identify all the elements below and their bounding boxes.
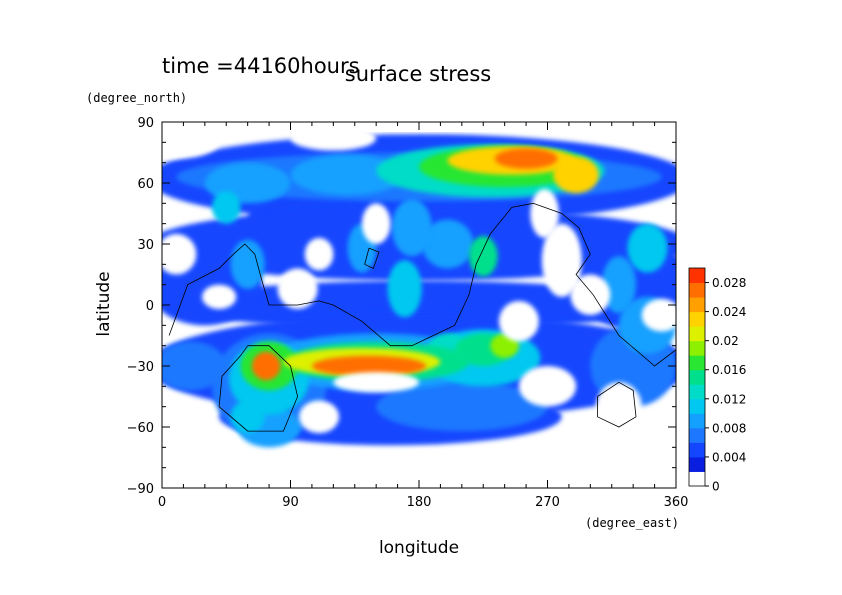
stress-blob bbox=[601, 256, 637, 314]
stress-blob bbox=[290, 154, 405, 196]
stress-blob bbox=[162, 341, 227, 391]
y-axis: 90 60 30 0 −30 −60 −90 bbox=[127, 116, 676, 497]
coastline bbox=[364, 247, 380, 269]
colorbar-tick-label: 0.028 bbox=[712, 276, 746, 290]
low-stress-gap bbox=[596, 382, 642, 432]
low-stress-gap bbox=[626, 126, 676, 151]
colorbar-swatch bbox=[689, 282, 705, 298]
colorbar-swatch bbox=[689, 384, 705, 400]
x-tick-label: 360 bbox=[664, 495, 689, 510]
low-stress-gap bbox=[518, 366, 577, 407]
colorbar-swatch bbox=[689, 398, 705, 414]
colorbar-swatch bbox=[689, 340, 705, 356]
low-stress-gap bbox=[299, 400, 340, 434]
coastline bbox=[597, 381, 637, 428]
y-tick-label: −30 bbox=[127, 360, 154, 375]
low-stress-gap bbox=[530, 189, 559, 238]
colorbar-tick-label: 0 bbox=[712, 480, 720, 494]
low-stress-gap bbox=[162, 233, 197, 275]
stress-blob bbox=[469, 235, 498, 277]
coastline bbox=[168, 202, 676, 367]
colorbar-swatch bbox=[689, 369, 705, 385]
stress-blob bbox=[376, 382, 548, 432]
stress-blob bbox=[387, 260, 422, 318]
stress-blob bbox=[421, 219, 474, 269]
colorbar-swatch bbox=[689, 355, 705, 371]
coastline bbox=[218, 345, 299, 432]
colorbar-swatch bbox=[689, 326, 705, 342]
y-tick-label: 0 bbox=[146, 299, 154, 314]
chart-title: surface stress bbox=[345, 62, 491, 86]
colorbar-swatch bbox=[689, 413, 705, 429]
colorbar-tick-label: 0.008 bbox=[712, 421, 746, 435]
colorbar-swatch bbox=[689, 442, 705, 458]
low-stress-gap bbox=[290, 126, 377, 151]
y-unit-label: (degree_north) bbox=[86, 91, 187, 105]
colorbar-tick-label: 0.02 bbox=[712, 334, 739, 348]
stress-blob bbox=[627, 223, 668, 273]
stress-blob bbox=[311, 355, 427, 377]
time-label: time =44160hours bbox=[162, 54, 360, 78]
y-tick-label: 60 bbox=[137, 177, 154, 192]
low-stress-gap bbox=[541, 223, 582, 297]
low-stress-gap bbox=[304, 237, 334, 271]
low-stress-gap bbox=[277, 268, 318, 310]
stress-blob bbox=[230, 400, 265, 434]
stress-blob bbox=[553, 156, 599, 194]
y-tick-label: −60 bbox=[127, 421, 154, 436]
x-tick-label: 180 bbox=[407, 495, 432, 510]
stress-blob bbox=[251, 351, 281, 381]
low-stress-gap bbox=[162, 126, 220, 159]
low-stress-gap bbox=[641, 298, 676, 332]
x-tick-label: 90 bbox=[282, 495, 299, 510]
low-stress-gap bbox=[202, 284, 237, 310]
stress-blob bbox=[212, 191, 241, 224]
colorbar-swatch bbox=[689, 471, 705, 487]
colorbar-swatch bbox=[689, 311, 705, 327]
y-axis-label: latitude bbox=[94, 271, 114, 336]
low-stress-gap bbox=[333, 372, 420, 393]
colorbar-swatch bbox=[689, 427, 705, 443]
colorbar-tick-label: 0.016 bbox=[712, 363, 746, 377]
colorbar-tick-label: 0.024 bbox=[712, 305, 746, 319]
colorbar-tick-label: 0.004 bbox=[712, 450, 746, 464]
colorbar-swatch bbox=[689, 268, 705, 284]
low-stress-gap bbox=[570, 274, 611, 316]
x-axis-label: longitude bbox=[379, 538, 459, 558]
x-unit-label: (degree_east) bbox=[585, 516, 679, 530]
x-tick-label: 270 bbox=[535, 495, 560, 510]
colorbar-swatch bbox=[689, 456, 705, 472]
coastlines bbox=[168, 202, 676, 432]
colorbar-frame bbox=[688, 267, 706, 487]
x-axis: 0 90 180 270 360 bbox=[158, 122, 689, 510]
y-tick-label: −90 bbox=[127, 482, 154, 497]
stress-field bbox=[162, 122, 676, 488]
low-stress-gap bbox=[498, 301, 539, 342]
low-stress-gap bbox=[361, 203, 391, 244]
colorbar-tick-label: 0.012 bbox=[712, 392, 746, 406]
colorbar-swatch bbox=[689, 297, 705, 313]
stress-blob bbox=[230, 239, 265, 289]
stress-blob bbox=[391, 199, 432, 257]
y-tick-label: 90 bbox=[137, 116, 154, 131]
colorbar: 0.028 0.024 0.02 0.016 0.012 0.008 0.004 0 bbox=[688, 267, 746, 494]
stress-blob bbox=[494, 148, 558, 169]
low-stress-gap bbox=[651, 416, 676, 458]
y-tick-label: 30 bbox=[137, 238, 154, 253]
x-tick-label: 0 bbox=[158, 495, 166, 510]
